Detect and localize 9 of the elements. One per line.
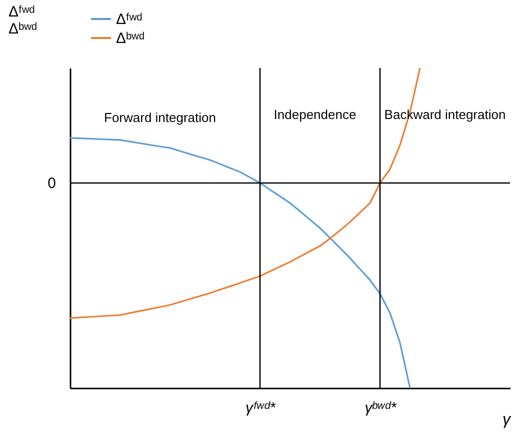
annotation: Independence [274,107,356,122]
legend-label: Δᶠʷᵈ [116,11,143,28]
x-axis-title: γ [502,412,512,428]
annotation: Forward integration [104,110,216,125]
legend-label: Δᵇʷᵈ [116,30,145,47]
x-tick-label: γᶠʷᵈ* [245,400,277,416]
y-axis-title: Δᶠʷᵈ Δᵇʷᵈ [8,4,38,38]
x-tick-label: γᵇʷᵈ* [364,400,398,416]
ref-line-label: 0 [48,175,56,192]
